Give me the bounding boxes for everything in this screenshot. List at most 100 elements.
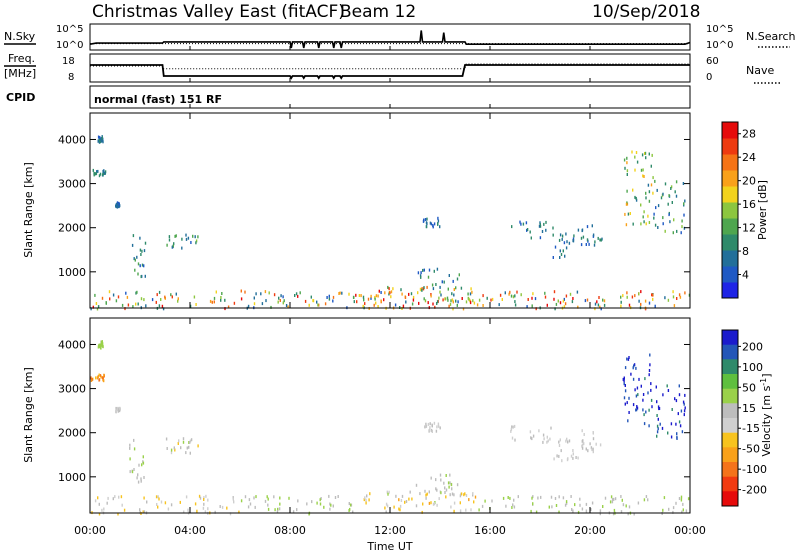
echo-cell — [350, 503, 353, 507]
echo-cell — [591, 224, 593, 228]
echo-cell — [129, 443, 131, 447]
echo-cell — [449, 473, 451, 477]
echo-cell — [603, 299, 606, 303]
velocity-colorbar: 200 100 50 15 -15 -50 -100 -200 — [721, 329, 767, 507]
echo-cell — [430, 222, 433, 226]
echo-cell — [118, 495, 120, 499]
echo-cell — [625, 202, 628, 206]
echo-cell — [486, 296, 488, 300]
echo-cell — [170, 451, 173, 455]
echo-cell — [224, 298, 226, 302]
echo-cell — [436, 425, 438, 429]
echo-cell — [560, 253, 563, 256]
echo-cell — [207, 507, 209, 511]
echo-cell — [476, 303, 479, 307]
colorbar-tick-label: 4 — [742, 269, 749, 282]
echo-cell — [378, 289, 380, 293]
echo-cell — [603, 303, 606, 307]
echo-cell — [670, 422, 673, 426]
series-n-sky — [89, 30, 691, 49]
echo-cell — [667, 202, 669, 206]
echo-cell — [590, 508, 592, 511]
echo-cell — [198, 494, 201, 498]
echo-cell — [399, 504, 402, 508]
echo-cell — [412, 298, 415, 302]
echo-cell — [156, 503, 158, 506]
echo-cell — [386, 504, 389, 508]
echo-cell — [143, 264, 145, 268]
echo-cell — [278, 296, 280, 300]
echo-cell — [631, 150, 633, 154]
echo-cell — [138, 463, 140, 467]
echo-cell — [670, 435, 673, 439]
echo-cell — [633, 363, 636, 367]
echo-cell — [584, 299, 587, 303]
echo-cell — [439, 225, 441, 229]
series-freq- — [90, 64, 690, 80]
echo-cell — [422, 502, 424, 506]
echo-cell — [683, 402, 685, 406]
echo-cell — [224, 307, 226, 311]
echo-cell — [525, 221, 528, 225]
echo-cell — [103, 373, 105, 377]
echo-cell — [612, 512, 615, 516]
ytick-label: 2000 — [58, 427, 86, 440]
velocity-ylabel: Slant Range [km] — [22, 367, 35, 463]
echo-cell — [447, 481, 450, 485]
echo-cell — [507, 496, 509, 499]
echo-cell — [581, 229, 583, 233]
echo-cell — [622, 294, 624, 298]
echo-cell — [285, 304, 288, 307]
echo-cell — [260, 292, 262, 296]
echo-cell — [102, 170, 105, 174]
echo-cell — [645, 410, 647, 414]
echo-cell — [334, 496, 337, 499]
echo-cell — [664, 296, 666, 300]
echo-cell — [92, 305, 94, 309]
echo-cell — [682, 400, 685, 404]
echo-cell — [683, 213, 685, 217]
echo-cell — [233, 301, 236, 305]
echo-cell — [672, 506, 675, 510]
echo-cell — [554, 307, 556, 311]
echo-cell — [266, 495, 268, 499]
echo-cell — [683, 226, 686, 230]
echo-cell — [623, 158, 626, 162]
echo-cell — [568, 439, 571, 443]
echo-cell — [502, 496, 505, 500]
nsearch-label: N.Search — [746, 30, 796, 43]
echo-cell — [133, 468, 135, 471]
colorbar-tick-label: 20 — [742, 175, 756, 188]
echo-cell — [599, 509, 602, 513]
echo-cell — [462, 307, 465, 311]
echo-cell — [632, 188, 634, 192]
echo-cell — [282, 301, 284, 305]
echo-cell — [328, 297, 331, 301]
echo-cell — [405, 300, 407, 304]
echo-cell — [432, 302, 434, 306]
echo-cell — [579, 503, 581, 507]
echo-cell — [574, 503, 576, 507]
echo-cell — [141, 249, 143, 253]
echo-cell — [141, 263, 144, 267]
echo-cell — [100, 137, 103, 141]
echo-cell — [675, 399, 678, 403]
ytick-label: 1000 — [58, 471, 86, 484]
echo-cell — [585, 447, 587, 451]
echo-cell — [677, 412, 679, 416]
echo-cell — [95, 376, 97, 380]
echo-cell — [539, 236, 542, 240]
echo-cell — [123, 508, 126, 512]
echo-cell — [179, 500, 181, 504]
echo-cell — [642, 398, 644, 402]
echo-cell — [553, 297, 555, 301]
echo-cell — [383, 298, 385, 302]
echo-cell — [594, 240, 596, 244]
echo-cell — [93, 171, 95, 175]
echo-cell — [402, 304, 405, 308]
echo-cell — [635, 366, 637, 370]
echo-cell — [423, 268, 425, 272]
echo-cell — [452, 307, 454, 311]
echo-cell — [652, 293, 654, 297]
echo-cell — [577, 510, 580, 514]
